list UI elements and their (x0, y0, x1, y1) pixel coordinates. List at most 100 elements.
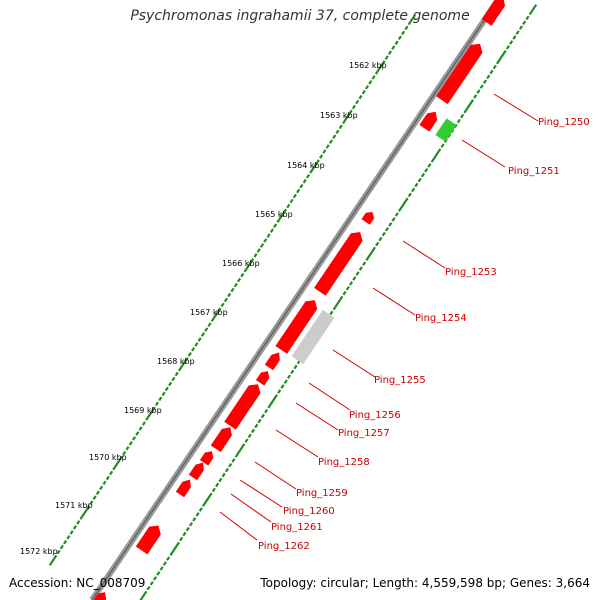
scale-tick (161, 391, 166, 397)
gene-feature (255, 371, 270, 386)
scale-tick (344, 112, 351, 121)
scale-ticks-outer (48, 14, 417, 566)
scale-tick (128, 440, 133, 446)
gene-label: Ping_1257 (338, 428, 390, 439)
scale-tick (204, 495, 211, 504)
topology-text: Topology: circular; Length: 4,559,598 bp… (260, 576, 590, 590)
scale-tick (328, 139, 334, 144)
gene-feature (419, 111, 438, 132)
scale-tick (292, 193, 297, 199)
scale-tick (492, 64, 497, 70)
gene-feature (264, 352, 280, 371)
scale-tick (244, 438, 249, 443)
scale-tick (352, 276, 357, 281)
scale-tick (184, 356, 189, 362)
scale-tick (374, 70, 379, 75)
scale-tick (384, 226, 390, 232)
gene-label: Ping_1255 (374, 375, 426, 386)
gene-feature (135, 525, 161, 555)
scale-label: 1563 kbp (320, 111, 358, 120)
scale-tick (192, 517, 197, 522)
scale-label: 1566 kbp (222, 259, 260, 268)
scale-tick (224, 467, 230, 473)
scale-tick (81, 508, 89, 517)
scale-label: 1567 kbp (190, 308, 228, 317)
scale-tick (188, 521, 194, 527)
scale-tick (112, 465, 117, 471)
scale-tick (465, 102, 472, 111)
gene-feature (436, 43, 483, 105)
gene-label: Ping_1261 (271, 522, 323, 533)
scale-tick (256, 248, 261, 253)
scale-tick (182, 531, 187, 537)
scale-tick (409, 14, 417, 22)
scale-tick (277, 389, 282, 394)
scale-tick (404, 25, 409, 31)
label-leader (372, 287, 416, 316)
label-leader (275, 429, 319, 458)
scale-tick (151, 406, 156, 412)
scale-tick (102, 480, 107, 486)
scale-tick (476, 89, 481, 94)
scale-tick (269, 397, 276, 406)
scale-tick (228, 462, 233, 468)
scale-tick (302, 178, 307, 184)
scale-tick (158, 396, 163, 402)
genome-backbone-highlight (91, 0, 499, 600)
scale-tick (236, 277, 242, 283)
gene-labels: Ping_1250 Ping_1251 Ping_1253 Ping_1254 Ping… (258, 117, 590, 552)
scale-tick (159, 566, 164, 571)
label-leader (230, 493, 272, 523)
scale-tick (289, 198, 294, 204)
scale-tick (381, 231, 386, 237)
gene-feature (224, 384, 261, 430)
scale-tick (231, 458, 236, 463)
scale-tick (240, 272, 245, 278)
scale-tick (387, 50, 393, 55)
scale-tick (59, 544, 64, 550)
scale-tick (348, 281, 354, 286)
gene-feature (92, 592, 107, 600)
scale-tick (135, 431, 140, 436)
gene-feature-highlight (435, 118, 457, 142)
scale-tick (131, 436, 137, 441)
scale-tick (185, 526, 190, 532)
scale-tick (394, 40, 399, 46)
scale-tick (95, 490, 101, 496)
label-leader (308, 382, 351, 411)
scale-tick (407, 192, 412, 198)
scale-tick (371, 75, 376, 80)
scale-tick (273, 223, 278, 229)
scale-tick (198, 507, 203, 512)
scale-tick (260, 413, 265, 419)
scale-tick (72, 525, 78, 530)
scale-tick (325, 144, 330, 149)
label-leader (295, 402, 339, 431)
label-leader (254, 461, 297, 490)
scale-tick (315, 159, 320, 164)
scale-tick (99, 485, 104, 491)
scale-tick (187, 351, 192, 357)
scale-tick (290, 369, 295, 375)
scale-tick (273, 394, 279, 399)
scale-tick (171, 544, 178, 553)
gene-label: Ping_1256 (349, 410, 401, 421)
scale-tick (201, 502, 207, 507)
scale-tick (355, 271, 360, 276)
scale-tick (168, 381, 173, 387)
scale-tick (79, 515, 84, 520)
scale-tick (407, 20, 412, 26)
scale-tick (177, 366, 183, 372)
scale-tick (125, 445, 130, 451)
scale-label: 1565 kbp (255, 210, 293, 219)
scale-tick (227, 292, 232, 298)
scale-tick (221, 472, 226, 478)
scale-tick (368, 79, 373, 85)
gene-feature (481, 0, 506, 26)
gene-label: Ping_1253 (445, 267, 497, 278)
scale-tick (522, 20, 527, 26)
scale-tick (280, 384, 285, 389)
scale-tick (276, 218, 281, 224)
gene-label: Ping_1250 (538, 117, 590, 128)
